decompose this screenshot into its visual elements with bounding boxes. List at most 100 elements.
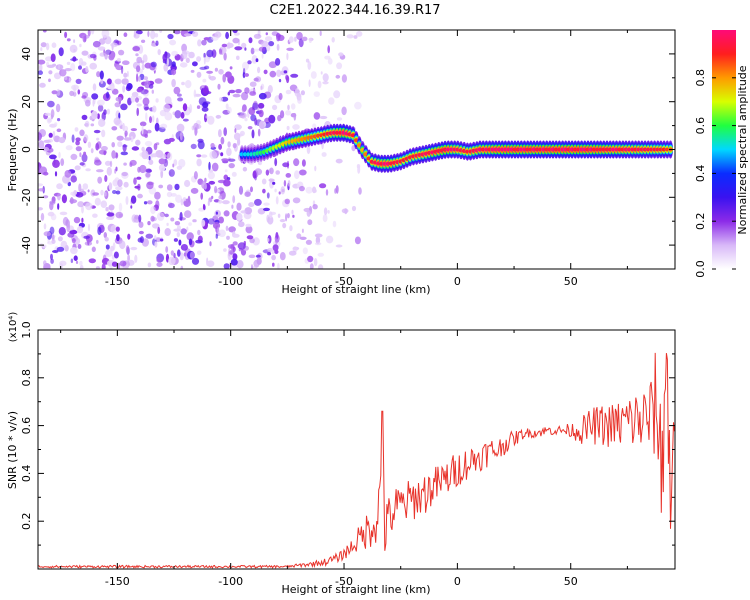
noise-blob: [269, 70, 277, 78]
noise-blob: [171, 78, 176, 88]
noise-blob: [209, 76, 217, 81]
noise-blob: [139, 236, 144, 244]
y-tick-label: 0.8: [20, 369, 33, 387]
noise-blob: [356, 164, 361, 169]
noise-blob: [204, 65, 210, 70]
noise-blob: [179, 62, 188, 68]
noise-blob: [190, 143, 197, 150]
noise-blob: [108, 182, 113, 191]
noise-blob: [43, 231, 51, 237]
noise-blob: [57, 236, 63, 242]
noise-blob: [120, 151, 128, 156]
noise-blob: [244, 207, 253, 215]
noise-blob: [177, 249, 181, 257]
noise-blob: [279, 219, 286, 223]
noise-blob: [107, 78, 112, 85]
noise-blob: [223, 127, 227, 137]
noise-blob: [132, 46, 140, 52]
noise-blob: [145, 112, 148, 121]
noise-blob: [51, 42, 57, 48]
noise-blob: [234, 128, 237, 133]
noise-blob: [159, 238, 164, 242]
noise-blob: [276, 69, 282, 78]
spectrogram-panel: -150 -100 -50 0 50 -40 -20 0 20 40 Height of str…: [6, 29, 676, 296]
noise-blob: [107, 85, 115, 90]
noise-blob: [305, 239, 312, 245]
noise-blob: [197, 138, 204, 143]
noise-blob: [312, 186, 317, 194]
noise-blob: [141, 150, 149, 160]
noise-blob: [106, 91, 110, 99]
noise-blob: [208, 161, 211, 171]
noise-blob: [179, 131, 183, 141]
noise-blob: [114, 102, 121, 108]
noise-blob: [171, 61, 176, 68]
noise-blob: [231, 204, 234, 209]
noise-blob: [121, 171, 129, 179]
noise-blob: [160, 169, 164, 179]
noise-blob: [148, 155, 151, 161]
noise-blob: [196, 250, 202, 256]
noise-blob: [157, 49, 161, 56]
noise-blob: [341, 74, 347, 83]
noise-blob: [200, 192, 203, 200]
noise-blob: [123, 137, 132, 141]
y-tick-label: 40: [20, 47, 33, 61]
noise-blob: [227, 141, 231, 148]
snr-y-ticks: 0.2 0.4 0.6 0.8 1.0: [20, 321, 675, 546]
noise-blob: [271, 254, 276, 261]
noise-blob: [164, 96, 172, 105]
noise-blob: [260, 85, 263, 91]
noise-blob: [141, 146, 145, 152]
noise-blob: [292, 246, 298, 253]
noise-blob: [327, 58, 333, 65]
noise-blob: [84, 35, 87, 42]
noise-blob: [38, 70, 43, 75]
noise-blob: [142, 54, 148, 63]
noise-blob: [299, 236, 307, 240]
noise-blob: [234, 46, 243, 51]
noise-blob: [96, 169, 104, 173]
noise-blob: [45, 56, 53, 62]
noise-blob: [251, 55, 258, 64]
noise-blob: [297, 96, 302, 104]
noise-blob: [87, 141, 92, 148]
noise-blob: [269, 178, 273, 183]
noise-blob: [263, 202, 270, 206]
noise-blob: [122, 122, 125, 131]
noise-blob: [321, 152, 327, 157]
noise-blob: [178, 239, 182, 246]
noise-blob: [202, 203, 206, 210]
noise-blob: [232, 30, 238, 34]
noise-blob: [118, 49, 125, 56]
noise-blob: [79, 260, 83, 266]
noise-blob: [106, 108, 111, 115]
noise-blob: [292, 214, 295, 218]
noise-blob: [181, 43, 188, 53]
noise-blob: [97, 113, 100, 120]
noise-blob: [263, 69, 268, 75]
noise-blob: [166, 222, 169, 226]
noise-blob: [119, 260, 127, 267]
noise-blob: [318, 264, 324, 269]
noise-blob: [206, 70, 214, 74]
noise-blob: [95, 266, 100, 269]
noise-blob: [166, 184, 173, 191]
noise-blob: [105, 207, 109, 212]
noise-blob: [317, 80, 322, 89]
noise-blob: [240, 249, 247, 256]
noise-blob: [174, 110, 182, 119]
noise-blob: [240, 210, 247, 214]
noise-blob: [82, 183, 89, 190]
noise-blob: [57, 203, 60, 210]
noise-blob: [65, 145, 73, 151]
noise-blob: [222, 200, 230, 205]
noise-blob: [99, 52, 106, 57]
noise-blob: [50, 253, 53, 261]
noise-blob: [265, 32, 268, 36]
noise-blob: [232, 246, 236, 252]
noise-blob: [53, 72, 62, 80]
noise-blob: [200, 154, 208, 158]
noise-blob: [283, 70, 288, 74]
noise-blob: [241, 106, 246, 113]
